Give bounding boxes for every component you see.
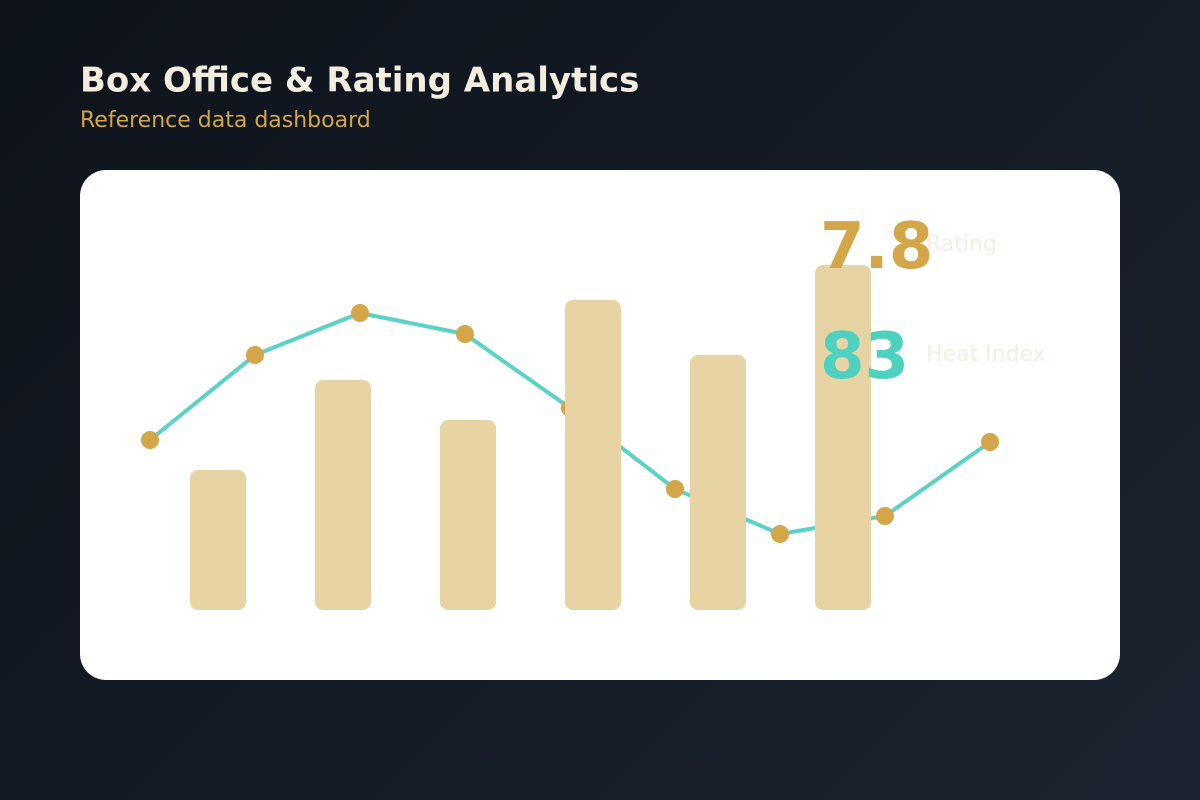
- bar: [565, 300, 621, 610]
- line-marker: [981, 433, 999, 451]
- line-marker: [141, 431, 159, 449]
- title: Box Office & Rating Analytics: [80, 61, 639, 101]
- subtitle: Reference data dashboard: [80, 108, 371, 133]
- bar: [315, 380, 371, 610]
- kpi-label: Rating: [926, 232, 997, 257]
- kpi-label: Heat Index: [926, 342, 1046, 367]
- bar: [690, 355, 746, 610]
- line-marker: [351, 304, 369, 322]
- bar: [190, 470, 246, 610]
- line-marker: [771, 525, 789, 543]
- line-marker: [456, 325, 474, 343]
- line-marker: [246, 346, 264, 364]
- kpi-value: 83: [820, 320, 909, 394]
- bar: [440, 420, 496, 610]
- kpi-value: 7.8: [820, 210, 933, 284]
- line-marker: [876, 507, 894, 525]
- bar: [815, 265, 871, 610]
- line-marker: [666, 480, 684, 498]
